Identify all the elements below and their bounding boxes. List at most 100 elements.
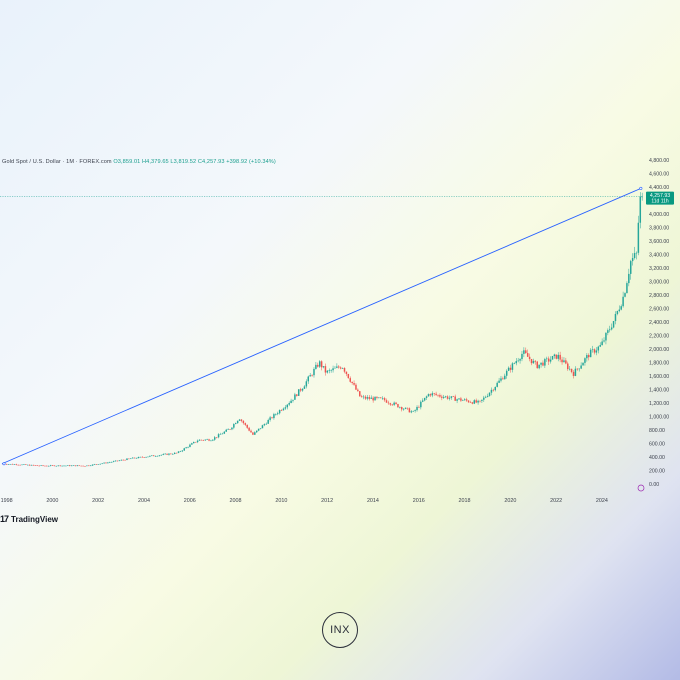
candle-body xyxy=(151,455,153,457)
candle-body xyxy=(227,429,229,430)
brand-name: TradingView xyxy=(11,514,58,524)
candle-body xyxy=(555,354,558,359)
candle-body xyxy=(317,364,319,367)
candle-body xyxy=(51,465,54,466)
y-tick-label: 2,400.00 xyxy=(649,320,669,326)
candle-body xyxy=(99,463,102,465)
tradingview-brand[interactable]: 17 TradingView xyxy=(0,514,58,524)
candle-body xyxy=(267,419,269,424)
candle-body xyxy=(401,407,403,410)
candle-body xyxy=(236,420,239,424)
candle-body xyxy=(572,371,575,376)
candle-body xyxy=(170,453,172,455)
candle-body xyxy=(72,465,75,467)
candle-body xyxy=(269,417,271,420)
candle-body xyxy=(547,358,550,362)
candle-body xyxy=(162,454,164,455)
candle-body xyxy=(546,358,548,360)
candle-body xyxy=(353,383,355,385)
candle-body xyxy=(229,429,231,430)
candle-body xyxy=(609,329,611,331)
candle-body xyxy=(578,368,580,370)
candle-body xyxy=(484,396,487,398)
y-tick-label: 200.00 xyxy=(649,469,665,475)
candle-body xyxy=(624,293,626,297)
inx-logo-text: INX xyxy=(330,624,350,636)
candle-body xyxy=(334,367,336,369)
candle-body xyxy=(561,359,563,363)
candle-body xyxy=(626,283,628,294)
candle-body xyxy=(324,366,327,373)
candle-body xyxy=(481,399,483,401)
price-chart[interactable]: 4,800.004,600.004,400.004,200.004,000.00… xyxy=(0,150,680,530)
candle-body xyxy=(156,455,159,457)
candle-body xyxy=(490,389,493,393)
candle-body xyxy=(286,404,289,408)
candle-body xyxy=(576,368,579,370)
candle-body xyxy=(187,446,189,448)
candle-body xyxy=(509,367,512,370)
candle-body xyxy=(25,464,27,465)
candle-body xyxy=(200,439,203,441)
candle-body xyxy=(143,457,145,458)
candle-body xyxy=(574,368,577,376)
candle-body xyxy=(469,402,472,403)
candle-body xyxy=(122,459,124,461)
candle-body xyxy=(427,394,430,397)
candle-body xyxy=(292,399,294,401)
candle-body xyxy=(460,398,462,401)
low-value: L3,819.52 xyxy=(170,159,197,165)
candle-body xyxy=(93,464,96,465)
y-tick-label: 4,000.00 xyxy=(649,212,669,218)
candle-body xyxy=(149,455,151,457)
candle-body xyxy=(259,428,262,429)
candle-body xyxy=(425,396,428,398)
x-tick-label: 2010 xyxy=(275,498,287,504)
candle-body xyxy=(616,310,619,314)
candle-body xyxy=(339,367,342,369)
candle-body xyxy=(559,354,561,360)
candle-body xyxy=(48,465,50,467)
candle-body xyxy=(221,433,224,435)
candle-body xyxy=(338,366,340,368)
candle-body xyxy=(17,464,19,466)
candle-body xyxy=(620,306,622,310)
candle-body xyxy=(67,465,69,466)
candle-body xyxy=(137,457,140,459)
candle-body xyxy=(78,465,81,467)
candle-body xyxy=(507,367,510,371)
candle-body xyxy=(74,465,77,467)
candle-body xyxy=(7,464,10,465)
candle-body xyxy=(59,465,61,467)
x-tick-label: 2014 xyxy=(367,498,379,504)
candle-body xyxy=(534,360,537,362)
candle-body xyxy=(494,386,497,391)
candle-body xyxy=(19,464,21,466)
candle-body xyxy=(135,458,138,459)
y-tick-label: 600.00 xyxy=(649,442,665,448)
candle-body xyxy=(271,417,273,419)
candle-body xyxy=(378,397,380,399)
candle-body xyxy=(164,453,166,455)
candle-body xyxy=(112,461,115,462)
candle-body xyxy=(215,437,218,438)
candle-body xyxy=(498,380,500,383)
candle-body xyxy=(618,309,621,311)
high-value: H4,379.65 xyxy=(142,159,169,165)
candle-body xyxy=(46,465,48,467)
y-tick-label: 400.00 xyxy=(649,455,665,461)
candle-body xyxy=(65,465,67,467)
candle-body xyxy=(248,427,250,431)
chart-panel: 4,800.004,600.004,400.004,200.004,000.00… xyxy=(0,150,680,530)
y-tick-label: 3,200.00 xyxy=(649,266,669,272)
candle-body xyxy=(296,394,298,396)
candle-body xyxy=(61,465,63,467)
candle-body xyxy=(488,392,491,396)
candle-body xyxy=(525,350,527,354)
candle-body xyxy=(191,443,193,445)
candle-body xyxy=(294,394,296,400)
y-tick-label: 4,400.00 xyxy=(649,185,669,191)
candle-body xyxy=(210,440,212,442)
candle-body xyxy=(315,364,317,369)
candle-body xyxy=(126,458,128,461)
